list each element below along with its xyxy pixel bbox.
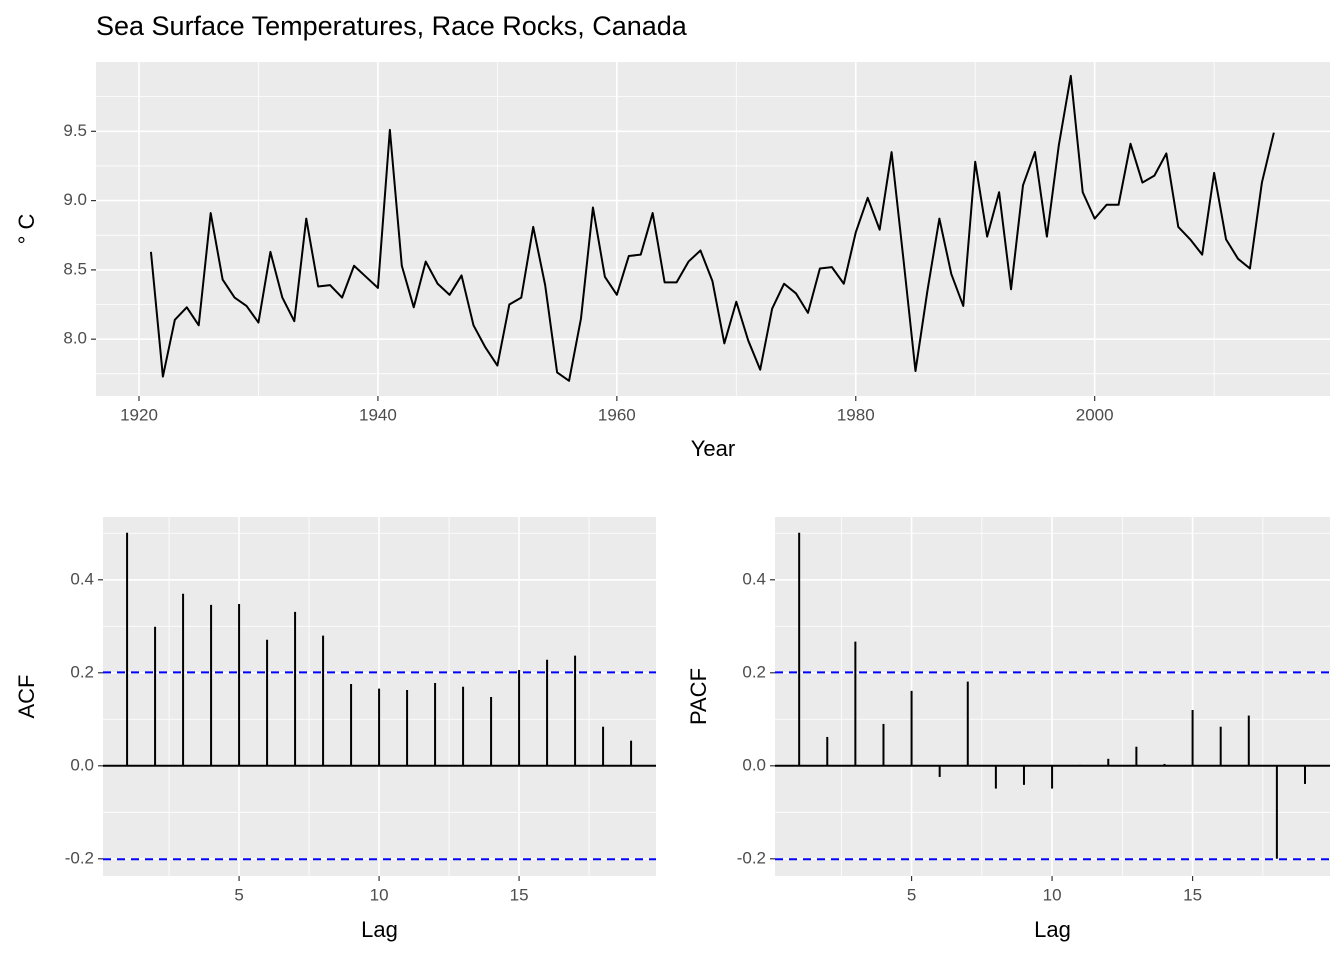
x-axis-title: Year: [691, 436, 735, 461]
y-axis-title: ° C: [14, 213, 39, 244]
x-tick-label: 15: [1183, 885, 1202, 904]
y-tick-label: -0.2: [737, 848, 766, 867]
y-axis-title: PACF: [686, 668, 711, 725]
y-tick-label: 0.2: [70, 662, 94, 681]
x-tick-label: 5: [907, 885, 916, 904]
y-tick-label: 9.5: [63, 121, 87, 140]
data-line: [149, 74, 1275, 382]
y-tick-label: 8.0: [63, 329, 87, 348]
x-tick-label: 1920: [120, 405, 158, 424]
chart-title: Sea Surface Temperatures, Race Rocks, Ca…: [96, 11, 688, 41]
y-tick-label: 9.0: [63, 190, 87, 209]
x-tick-label: 10: [1043, 885, 1062, 904]
x-tick-label: 15: [510, 885, 529, 904]
x-axis-title: Lag: [1034, 917, 1071, 942]
x-tick-label: 2000: [1076, 405, 1114, 424]
x-tick-label: 1960: [598, 405, 636, 424]
y-tick-label: -0.2: [65, 848, 94, 867]
y-tick-label: 0.4: [70, 569, 94, 588]
y-axis-title: ACF: [14, 675, 39, 719]
x-tick-label: 10: [370, 885, 389, 904]
x-tick-label: 1940: [359, 405, 397, 424]
x-tick-label: 1980: [837, 405, 875, 424]
x-tick-label: 5: [234, 885, 243, 904]
panel-background: [96, 62, 1330, 396]
x-axis-title: Lag: [361, 917, 398, 942]
y-tick-label: 0.4: [742, 569, 766, 588]
y-tick-label: 8.5: [63, 259, 87, 278]
y-tick-label: 0.2: [742, 662, 766, 681]
y-tick-label: 0.0: [70, 755, 94, 774]
y-tick-label: 0.0: [742, 755, 766, 774]
